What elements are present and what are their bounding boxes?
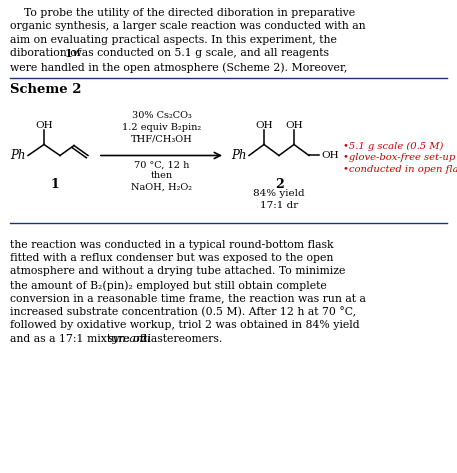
Text: 1: 1 bbox=[64, 49, 72, 60]
Text: NaOH, H₂O₂: NaOH, H₂O₂ bbox=[131, 183, 192, 192]
Text: OH: OH bbox=[35, 121, 53, 130]
Text: •5.1 g scale (0.5 M): •5.1 g scale (0.5 M) bbox=[343, 141, 443, 150]
Text: Scheme 2: Scheme 2 bbox=[10, 84, 81, 96]
Text: organic synthesis, a larger scale reaction was conducted with an: organic synthesis, a larger scale reacti… bbox=[10, 21, 366, 32]
Text: atmosphere and without a drying tube attached. To minimize: atmosphere and without a drying tube att… bbox=[10, 266, 345, 277]
Text: diboration of: diboration of bbox=[10, 49, 85, 59]
Text: then: then bbox=[150, 172, 173, 181]
Text: 30% Cs₂CO₃: 30% Cs₂CO₃ bbox=[132, 111, 191, 120]
Text: Ph: Ph bbox=[10, 149, 26, 162]
Text: and as a 17:1 mixture of: and as a 17:1 mixture of bbox=[10, 334, 147, 344]
Text: increased substrate concentration (0.5 M). After 12 h at 70 °C,: increased substrate concentration (0.5 M… bbox=[10, 307, 356, 318]
Text: the reaction was conducted in a typical round-bottom flask: the reaction was conducted in a typical … bbox=[10, 239, 334, 249]
Text: conversion in a reasonable time frame, the reaction was run at a: conversion in a reasonable time frame, t… bbox=[10, 294, 366, 304]
Text: OH: OH bbox=[255, 121, 273, 130]
Text: THF/CH₃OH: THF/CH₃OH bbox=[131, 134, 192, 143]
Text: diastereomers.: diastereomers. bbox=[138, 334, 223, 344]
Text: OH: OH bbox=[321, 151, 339, 160]
Text: •conducted in open flask: •conducted in open flask bbox=[343, 166, 457, 175]
Text: was conducted on 5.1 g scale, and all reagents: was conducted on 5.1 g scale, and all re… bbox=[69, 49, 329, 59]
Text: followed by oxidative workup, triol 2 was obtained in 84% yield: followed by oxidative workup, triol 2 wa… bbox=[10, 321, 360, 331]
Text: 70 °C, 12 h: 70 °C, 12 h bbox=[134, 160, 189, 169]
Text: were handled in the open atmosphere (Scheme 2). Moreover,: were handled in the open atmosphere (Sch… bbox=[10, 62, 347, 72]
Text: 1.2 equiv B₂pin₂: 1.2 equiv B₂pin₂ bbox=[122, 123, 201, 131]
Text: the amount of B₂(pin)₂ employed but still obtain complete: the amount of B₂(pin)₂ employed but stil… bbox=[10, 280, 327, 290]
Text: To probe the utility of the directed diboration in preparative: To probe the utility of the directed dib… bbox=[10, 8, 355, 18]
Text: fitted with a reflux condenser but was exposed to the open: fitted with a reflux condenser but was e… bbox=[10, 253, 333, 263]
Text: aim on evaluating practical aspects. In this experiment, the: aim on evaluating practical aspects. In … bbox=[10, 35, 337, 45]
Text: •glove-box-free set-up: •glove-box-free set-up bbox=[343, 154, 455, 163]
Text: 17:1 dr: 17:1 dr bbox=[260, 201, 298, 210]
Text: 84% yield: 84% yield bbox=[253, 190, 305, 199]
Text: 2: 2 bbox=[275, 177, 283, 191]
Text: Ph: Ph bbox=[231, 149, 246, 162]
Text: syn:anti: syn:anti bbox=[107, 334, 151, 344]
Text: OH: OH bbox=[285, 121, 303, 130]
Text: 1: 1 bbox=[51, 178, 59, 192]
